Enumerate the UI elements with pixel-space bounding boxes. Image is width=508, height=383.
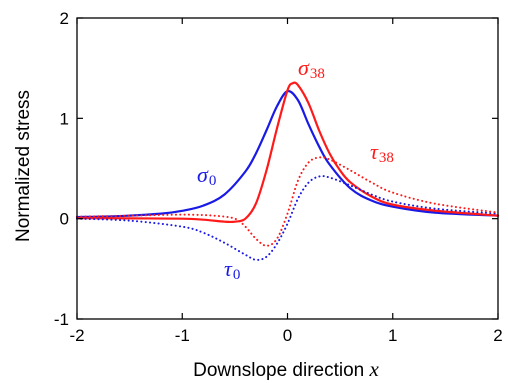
x-tick-label: 0: [283, 326, 292, 345]
series-line-tau-0: [76, 175, 499, 261]
y-axis-label: Normalized stress: [13, 90, 34, 242]
annotation-tau-38: τ38: [370, 139, 394, 166]
annotation-sigma-0: σ0: [197, 162, 216, 189]
y-tick-label: 0: [60, 210, 69, 229]
x-tick-label: 2: [493, 326, 502, 345]
y-tick-label: 1: [60, 109, 69, 128]
series-line-tau-38: [76, 156, 499, 247]
x-axis-label: Downslope direction x: [193, 357, 379, 381]
plot-frame: [76, 17, 499, 320]
y-tick-label: -1: [54, 310, 69, 329]
series-layer: [75, 81, 500, 261]
annotation-layer: σ38 σ0 τ38 τ0: [197, 55, 394, 283]
x-tick-label: -1: [175, 326, 190, 345]
series-line-sigma-0: [75, 90, 500, 219]
x-axis-label-text: Downslope direction: [193, 360, 364, 381]
x-tick-label: -2: [69, 326, 84, 345]
annotation-sigma-38: σ38: [298, 55, 325, 82]
x-tick-label: 1: [388, 326, 397, 345]
y-tick-label: 2: [60, 9, 69, 28]
series-line-sigma-38: [75, 81, 500, 224]
x-axis-variable: x: [369, 357, 380, 381]
annotation-tau-0: τ0: [224, 256, 240, 283]
